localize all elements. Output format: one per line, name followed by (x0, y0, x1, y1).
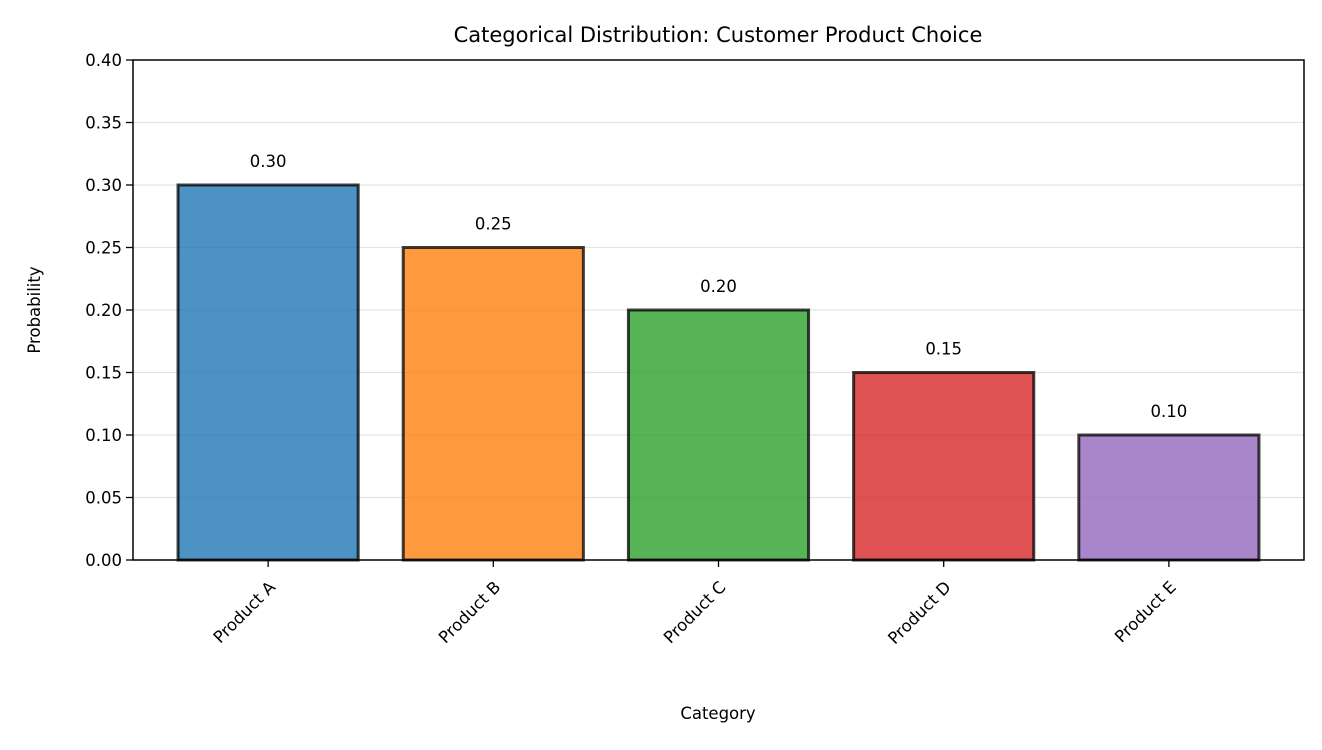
bar-value-label: 0.20 (700, 277, 737, 296)
x-tick-label: Product D (884, 578, 954, 648)
bar-value-label: 0.30 (250, 152, 287, 171)
y-tick-label: 0.25 (85, 239, 122, 258)
bar (176, 183, 360, 562)
bar (1077, 433, 1261, 562)
x-tick-label: Product E (1111, 578, 1180, 647)
y-axis-label: Probability (25, 266, 44, 353)
x-axis-label: Category (680, 704, 756, 723)
y-tick-label: 0.10 (85, 426, 122, 445)
y-tick-label: 0.40 (85, 51, 122, 70)
y-tick-label: 0.30 (85, 176, 122, 195)
bar (401, 246, 585, 562)
x-axis-ticks: Product A Product B Product C Product D Prod… (210, 560, 1180, 648)
x-tick-label: Product C (660, 578, 730, 648)
y-tick-label: 0.35 (85, 114, 122, 133)
x-tick-label: Product A (210, 577, 280, 647)
x-tick-label: Product B (435, 578, 504, 647)
bar-value-label: 0.25 (475, 215, 512, 234)
bar (852, 371, 1036, 562)
bar-value-label: 0.15 (925, 340, 962, 359)
y-tick-label: 0.00 (85, 551, 122, 570)
y-tick-label: 0.05 (85, 489, 122, 508)
y-tick-label: 0.20 (85, 301, 122, 320)
chart-title: Categorical Distribution: Customer Produ… (454, 23, 983, 47)
bar (626, 308, 811, 562)
data-labels: 0.30 0.25 0.20 0.15 0.10 (250, 152, 1188, 421)
bars (176, 183, 1261, 562)
bar-value-label: 0.10 (1151, 402, 1188, 421)
y-tick-label: 0.15 (85, 364, 122, 383)
y-axis-ticks: 0.00 0.05 0.10 0.15 0.20 0.25 0.30 0.35 0.40 (85, 51, 133, 570)
